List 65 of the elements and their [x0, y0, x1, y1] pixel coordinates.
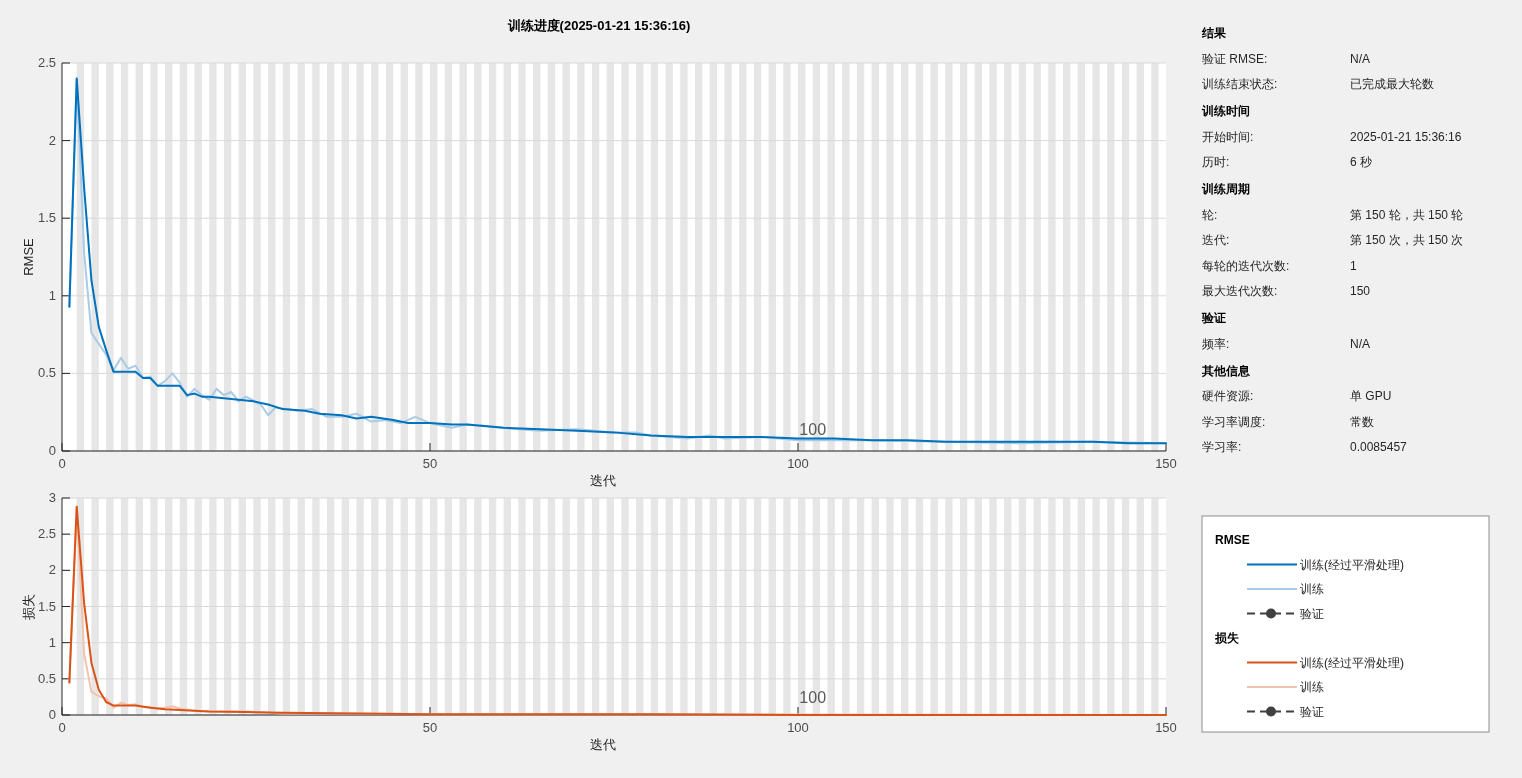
text: 历时: — [1202, 155, 1230, 169]
y-axis-title: 损失 — [21, 593, 36, 620]
text: 学习率: — [1202, 440, 1242, 454]
y-tick-label: 2.5 — [37, 526, 56, 542]
text: 迭代: — [1202, 233, 1230, 247]
y-tick-label: 2 — [48, 132, 56, 148]
text: 第 150 轮，共 150 轮 — [1350, 207, 1464, 222]
text: N/A — [1350, 336, 1371, 351]
text: 2025-01-21 15:36:16 — [1350, 129, 1462, 144]
annotation: 100 — [799, 688, 827, 706]
legend-title: RMSE — [1215, 533, 1250, 547]
text: N/A — [1350, 51, 1371, 66]
legend-label: 验证 — [1300, 704, 1324, 719]
y-tick-label: 2 — [48, 562, 56, 578]
text: 150 — [1350, 284, 1371, 298]
y-tick-label: 1 — [48, 287, 56, 303]
x-tick-label: 0 — [58, 720, 66, 735]
x-tick-label: 150 — [1155, 720, 1177, 735]
text: 6 秒 — [1350, 155, 1373, 169]
text: 训练时间 — [1201, 104, 1250, 118]
text: 常数 — [1350, 414, 1374, 429]
x-tick-label: 0 — [58, 456, 66, 471]
text: 每轮的迭代次数: — [1202, 258, 1290, 273]
x-axis-title: 迭代 — [590, 737, 616, 752]
y-tick-label: 2.5 — [37, 55, 56, 70]
text: 第 150 次，共 150 次 — [1350, 233, 1464, 247]
text: 验证 — [1201, 311, 1226, 325]
text: 硬件资源: — [1202, 389, 1254, 403]
legend-label: 训练(经过平滑处理) — [1300, 655, 1404, 670]
text: 学习率调度: — [1202, 414, 1266, 429]
annotation: 100 — [799, 421, 827, 439]
y-tick-label: 0.5 — [37, 365, 56, 381]
text: 其他信息 — [1201, 363, 1251, 378]
y-axis-title: RMSE — [21, 237, 36, 276]
text: 频率: — [1202, 336, 1230, 351]
legend-label: 训练 — [1300, 680, 1324, 694]
y-tick-label: 1.5 — [37, 210, 56, 226]
x-tick-label: 100 — [787, 720, 809, 735]
y-tick-label: 0 — [48, 707, 56, 722]
text: 已完成最大轮数 — [1350, 77, 1434, 91]
text: 训练结束状态: — [1202, 77, 1278, 91]
legend-title: 损失 — [1214, 631, 1240, 645]
y-tick-label: 3 — [48, 490, 56, 505]
legend-label: 训练(经过平滑处理) — [1300, 557, 1404, 572]
text: 单 GPU — [1350, 389, 1392, 403]
legend-label: 训练 — [1300, 582, 1324, 596]
text: 开始时间: — [1202, 129, 1254, 144]
text: 训练周期 — [1201, 182, 1250, 196]
y-tick-label: 0 — [48, 443, 56, 458]
text: 结果 — [1201, 26, 1227, 40]
chart-title: 训练进度(2025-01-21 15:36:16) — [506, 18, 691, 33]
x-axis-title: 迭代 — [590, 473, 616, 488]
text: 1 — [1350, 258, 1357, 273]
y-tick-label: 1.5 — [37, 598, 56, 614]
y-tick-label: 1 — [48, 634, 56, 650]
text: 最大迭代次数: — [1202, 284, 1278, 298]
text: 验证 RMSE: — [1202, 51, 1268, 66]
x-tick-label: 50 — [422, 720, 438, 735]
x-tick-label: 100 — [787, 456, 809, 471]
legend-label: 验证 — [1300, 606, 1324, 621]
x-tick-label: 150 — [1155, 456, 1177, 471]
y-tick-label: 0.5 — [37, 670, 56, 686]
text: 轮: — [1202, 207, 1218, 222]
x-tick-label: 50 — [422, 456, 438, 471]
text: 0.0085457 — [1350, 440, 1408, 454]
